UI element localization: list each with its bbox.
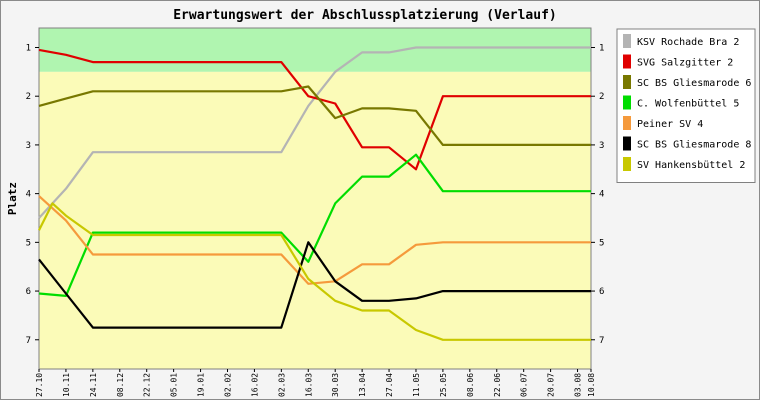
x-tick-05.01: 05.01	[170, 373, 179, 397]
x-tick-06.07: 06.07	[520, 373, 529, 397]
y-tick-left-3: 3	[26, 141, 31, 151]
series-line-5	[38, 241, 591, 329]
x-tick-27.10: 27.10	[35, 373, 44, 397]
legend-swatch-1	[623, 54, 631, 69]
legend-label-5: SC BS Gliesmarode 8	[637, 140, 751, 151]
legend-label-4: Peiner SV 4	[637, 119, 703, 130]
chart-title: Erwartungswert der Abschlussplatzierung …	[173, 8, 557, 23]
legend-label-6: SV Hankensbüttel 2	[637, 160, 745, 171]
legend-box	[616, 28, 756, 183]
x-tick-08.06: 08.06	[466, 373, 475, 397]
y-tick-right-5: 5	[599, 238, 604, 248]
legend-swatch-6	[623, 157, 631, 171]
x-tick-27.04: 27.04	[385, 373, 394, 397]
legend-label-3: C. Wolfenbüttel 5	[637, 99, 739, 110]
y-tick-left-6: 6	[26, 287, 31, 297]
y-tick-right-7: 7	[599, 336, 604, 346]
x-tick-22.06: 22.06	[493, 373, 502, 397]
y-tick-left-4: 4	[26, 190, 31, 200]
series-line-3	[38, 153, 591, 297]
x-tick-20.07: 20.07	[547, 373, 556, 397]
x-tick-02.02: 02.02	[223, 373, 232, 397]
x-tick-24.11: 24.11	[89, 373, 98, 397]
plot-border	[38, 27, 592, 370]
y-tick-left-2: 2	[26, 92, 31, 102]
legend-swatch-4	[623, 116, 631, 130]
series-line-2	[38, 85, 591, 146]
legend-label-1: SVG Salzgitter 2	[637, 58, 733, 69]
legend-swatch-3	[623, 95, 631, 110]
legend-swatch-0	[623, 34, 631, 48]
x-tick-10.11: 10.11	[62, 373, 71, 397]
x-tick-25.05: 25.05	[439, 373, 448, 397]
x-tick-16.03: 16.03	[304, 373, 313, 397]
x-tick-11.05: 11.05	[412, 373, 421, 397]
band-0	[39, 28, 591, 72]
band-1	[39, 71, 591, 369]
x-tick-19.01: 19.01	[197, 373, 206, 397]
y-axis-label: Platz	[6, 182, 19, 215]
legend-swatch-2	[623, 75, 631, 89]
legend-label-2: SC BS Gliesmarode 6	[637, 78, 751, 89]
x-tick-30.03: 30.03	[331, 373, 340, 397]
x-tick-13.04: 13.04	[358, 373, 367, 397]
plot-area: 1 1 2 2 3 3 4 4 5 5 6 6 7 7 Platz 27.10 10.11 24.11 08.12 2…	[6, 27, 604, 397]
y-tick-left-7: 7	[26, 336, 31, 346]
series-line-4	[38, 195, 591, 285]
x-tick-22.12: 22.12	[143, 373, 152, 397]
legend-swatch-5	[623, 136, 631, 151]
y-tick-right-2: 2	[599, 92, 604, 102]
legend-label-0: KSV Rochade Bra 2	[637, 37, 739, 48]
legend: KSV Rochade Bra 2 SVG Salzgitter 2 SC BS G…	[616, 28, 756, 183]
x-tick-02.03: 02.03	[277, 373, 286, 397]
y-tick-left-1: 1	[26, 43, 31, 53]
y-tick-right-4: 4	[599, 190, 604, 200]
y-tick-right-6: 6	[599, 287, 604, 297]
x-tick-03.08: 03.08	[574, 373, 583, 397]
x-tick-10.08: 10.08	[587, 373, 596, 397]
series-line-6	[38, 202, 591, 341]
series-line-0	[38, 46, 591, 219]
series-line-1	[38, 48, 591, 171]
y-tick-right-3: 3	[599, 141, 604, 151]
y-tick-left-5: 5	[26, 238, 31, 248]
x-tick-08.12: 08.12	[116, 373, 125, 397]
y-tick-right-1: 1	[599, 43, 604, 53]
x-tick-16.02: 16.02	[250, 373, 259, 397]
